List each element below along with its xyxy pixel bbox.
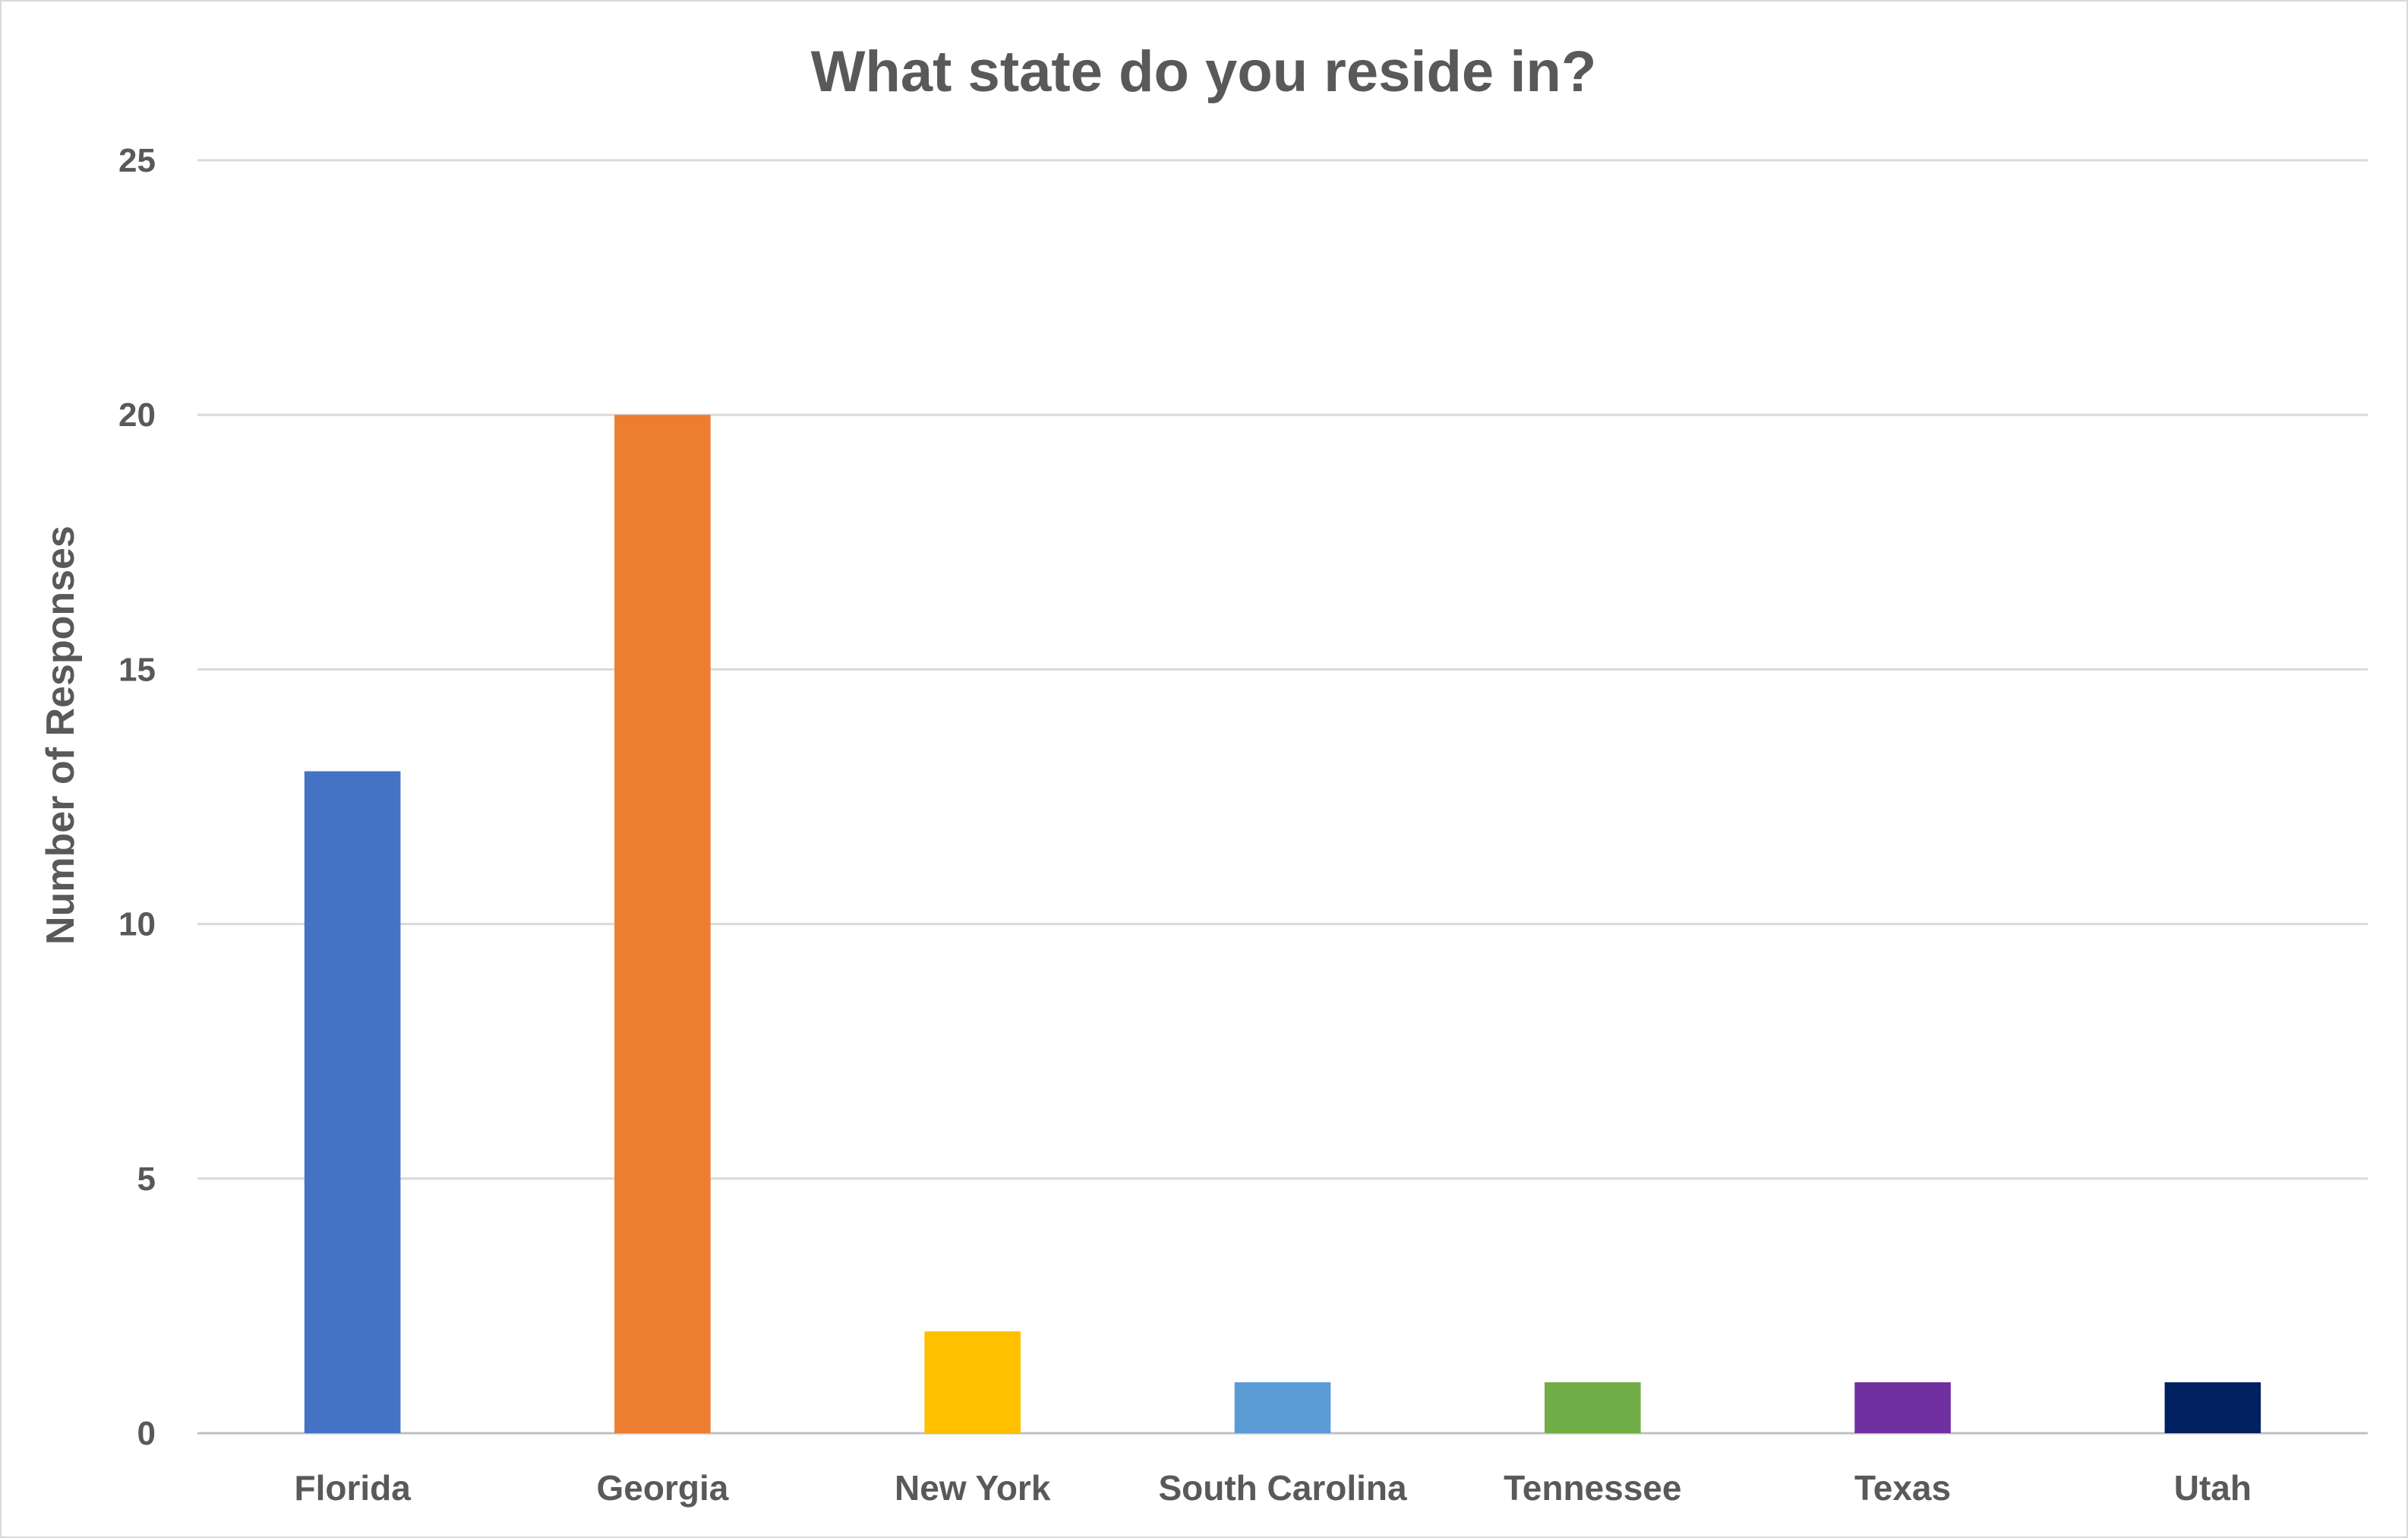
- bar-texas: [1854, 1382, 1951, 1433]
- y-tick-label: 25: [118, 142, 156, 179]
- bar-georgia: [614, 415, 711, 1434]
- x-tick-label: Florida: [294, 1468, 411, 1508]
- bar-florida: [304, 771, 401, 1433]
- chart-title: What state do you reside in?: [811, 39, 1597, 104]
- x-tick-label: Georgia: [597, 1468, 729, 1508]
- y-tick-label: 5: [137, 1161, 156, 1198]
- x-tick-label: South Carolina: [1158, 1468, 1407, 1508]
- y-axis-ticks: 0 5 10 15 20 25: [118, 142, 156, 1452]
- y-tick-label: 20: [118, 396, 156, 434]
- y-tick-label: 15: [118, 651, 156, 688]
- y-tick-label: 0: [137, 1415, 156, 1452]
- x-tick-label: New York: [895, 1468, 1051, 1508]
- y-tick-label: 10: [118, 906, 156, 943]
- y-axis-title: Number of Responses: [39, 526, 83, 945]
- bar-new-york: [924, 1331, 1021, 1433]
- x-tick-label: Utah: [2174, 1468, 2252, 1508]
- x-axis-categories: Florida Georgia New York South Carolina Tenn…: [294, 1468, 2252, 1508]
- x-tick-label: Tennessee: [1504, 1468, 1681, 1508]
- bar-tennessee: [1545, 1382, 1641, 1433]
- bars: [304, 415, 2261, 1434]
- x-tick-label: Texas: [1854, 1468, 1951, 1508]
- bar-utah: [2164, 1382, 2261, 1433]
- gridlines: [197, 159, 2368, 1435]
- bar-south-carolina: [1234, 1382, 1331, 1433]
